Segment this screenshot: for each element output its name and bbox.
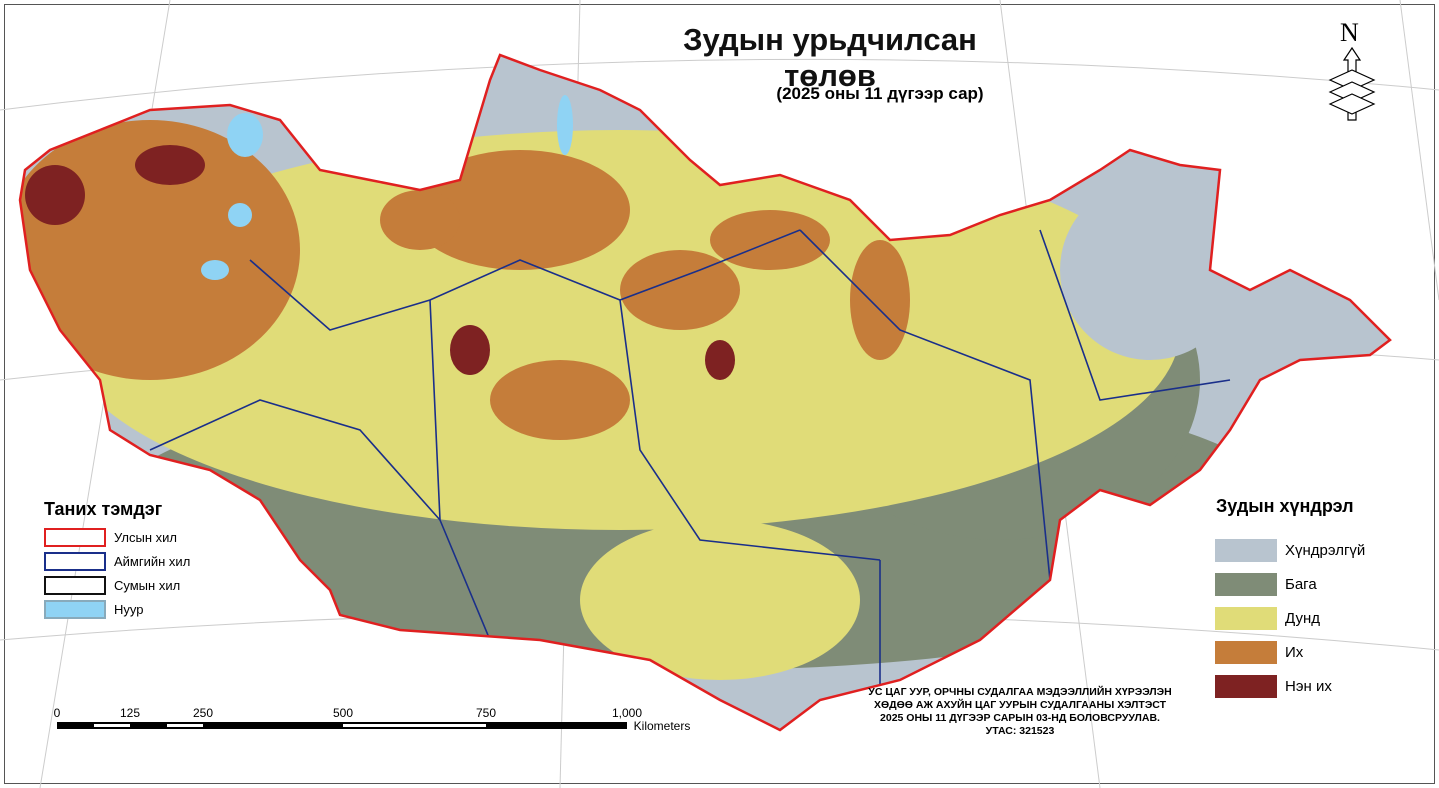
credit-line: ХӨДӨӨ АЖ АХУЙН ЦАГ УУРЫН СУДАЛГААНЫ ХЭЛТ… bbox=[873, 699, 1167, 711]
left-legend-title: Таних тэмдэг bbox=[44, 499, 163, 519]
north-arrow-icon bbox=[1328, 46, 1376, 121]
legend-label: Их bbox=[1285, 644, 1304, 661]
legend-swatch bbox=[44, 576, 106, 595]
legend-label: Сумын хил bbox=[114, 578, 181, 593]
legend-item: Бага bbox=[1215, 573, 1317, 596]
legend-item: Хүндрэлгүй bbox=[1215, 539, 1365, 562]
legend-swatch bbox=[44, 552, 106, 571]
scale-tick-label: 500 bbox=[332, 706, 354, 720]
legend-swatch bbox=[1215, 573, 1277, 596]
legend-item: Нэн их bbox=[1215, 675, 1332, 698]
legend-label: Хүндрэлгүй bbox=[1285, 542, 1366, 559]
legend-label: Нэн их bbox=[1285, 678, 1332, 695]
scale-tick-label: 0 bbox=[53, 706, 61, 720]
north-label: N bbox=[1340, 18, 1359, 47]
legend-swatch bbox=[44, 600, 106, 619]
legend-item: Нуур bbox=[44, 600, 143, 619]
map-subtitle: (2025 оны 11 дүгээр сар) bbox=[776, 84, 984, 103]
map-title: Зудын урьдчилсан төлөв bbox=[683, 22, 977, 93]
right-legend-title: Зудын хүндрэл bbox=[1216, 496, 1354, 516]
legend-item: Сумын хил bbox=[44, 576, 180, 595]
credit-line: УТАС: 321523 bbox=[985, 725, 1055, 737]
scale-tick-label: 250 bbox=[192, 706, 214, 720]
legend-swatch bbox=[1215, 641, 1277, 664]
scale-bar bbox=[57, 722, 627, 729]
legend-label: Бага bbox=[1285, 576, 1317, 593]
legend-swatch bbox=[1215, 675, 1277, 698]
legend-label: Аймгийн хил bbox=[114, 554, 191, 569]
legend-swatch bbox=[44, 528, 106, 547]
legend-item: Аймгийн хил bbox=[44, 552, 190, 571]
legend-item: Дунд bbox=[1215, 607, 1320, 630]
map-frame bbox=[4, 4, 1435, 784]
legend-swatch bbox=[1215, 539, 1277, 562]
legend-label: Улсын хил bbox=[114, 530, 177, 545]
scale-tick-label: 125 bbox=[119, 706, 141, 720]
legend-label: Дунд bbox=[1285, 610, 1321, 627]
credits: УС ЦАГ УУР, ОРЧНЫ СУДАЛГАА МЭДЭЭЛЛИЙН ХҮ… bbox=[850, 686, 1190, 738]
scale-unit: Kilometers bbox=[633, 719, 691, 733]
legend-label: Нуур bbox=[114, 602, 144, 617]
credit-line: 2025 ОНЫ 11 ДҮГЭЭР САРЫН 03-НД БОЛОВСРУУ… bbox=[880, 712, 1160, 724]
legend-swatch bbox=[1215, 607, 1277, 630]
legend-item: Их bbox=[1215, 641, 1303, 664]
scale-tick-label: 750 bbox=[475, 706, 497, 720]
legend-item: Улсын хил bbox=[44, 528, 177, 547]
credit-line: УС ЦАГ УУР, ОРЧНЫ СУДАЛГАА МЭДЭЭЛЛИЙН ХҮ… bbox=[868, 686, 1172, 698]
scale-tick-label: 1,000 bbox=[611, 706, 643, 720]
